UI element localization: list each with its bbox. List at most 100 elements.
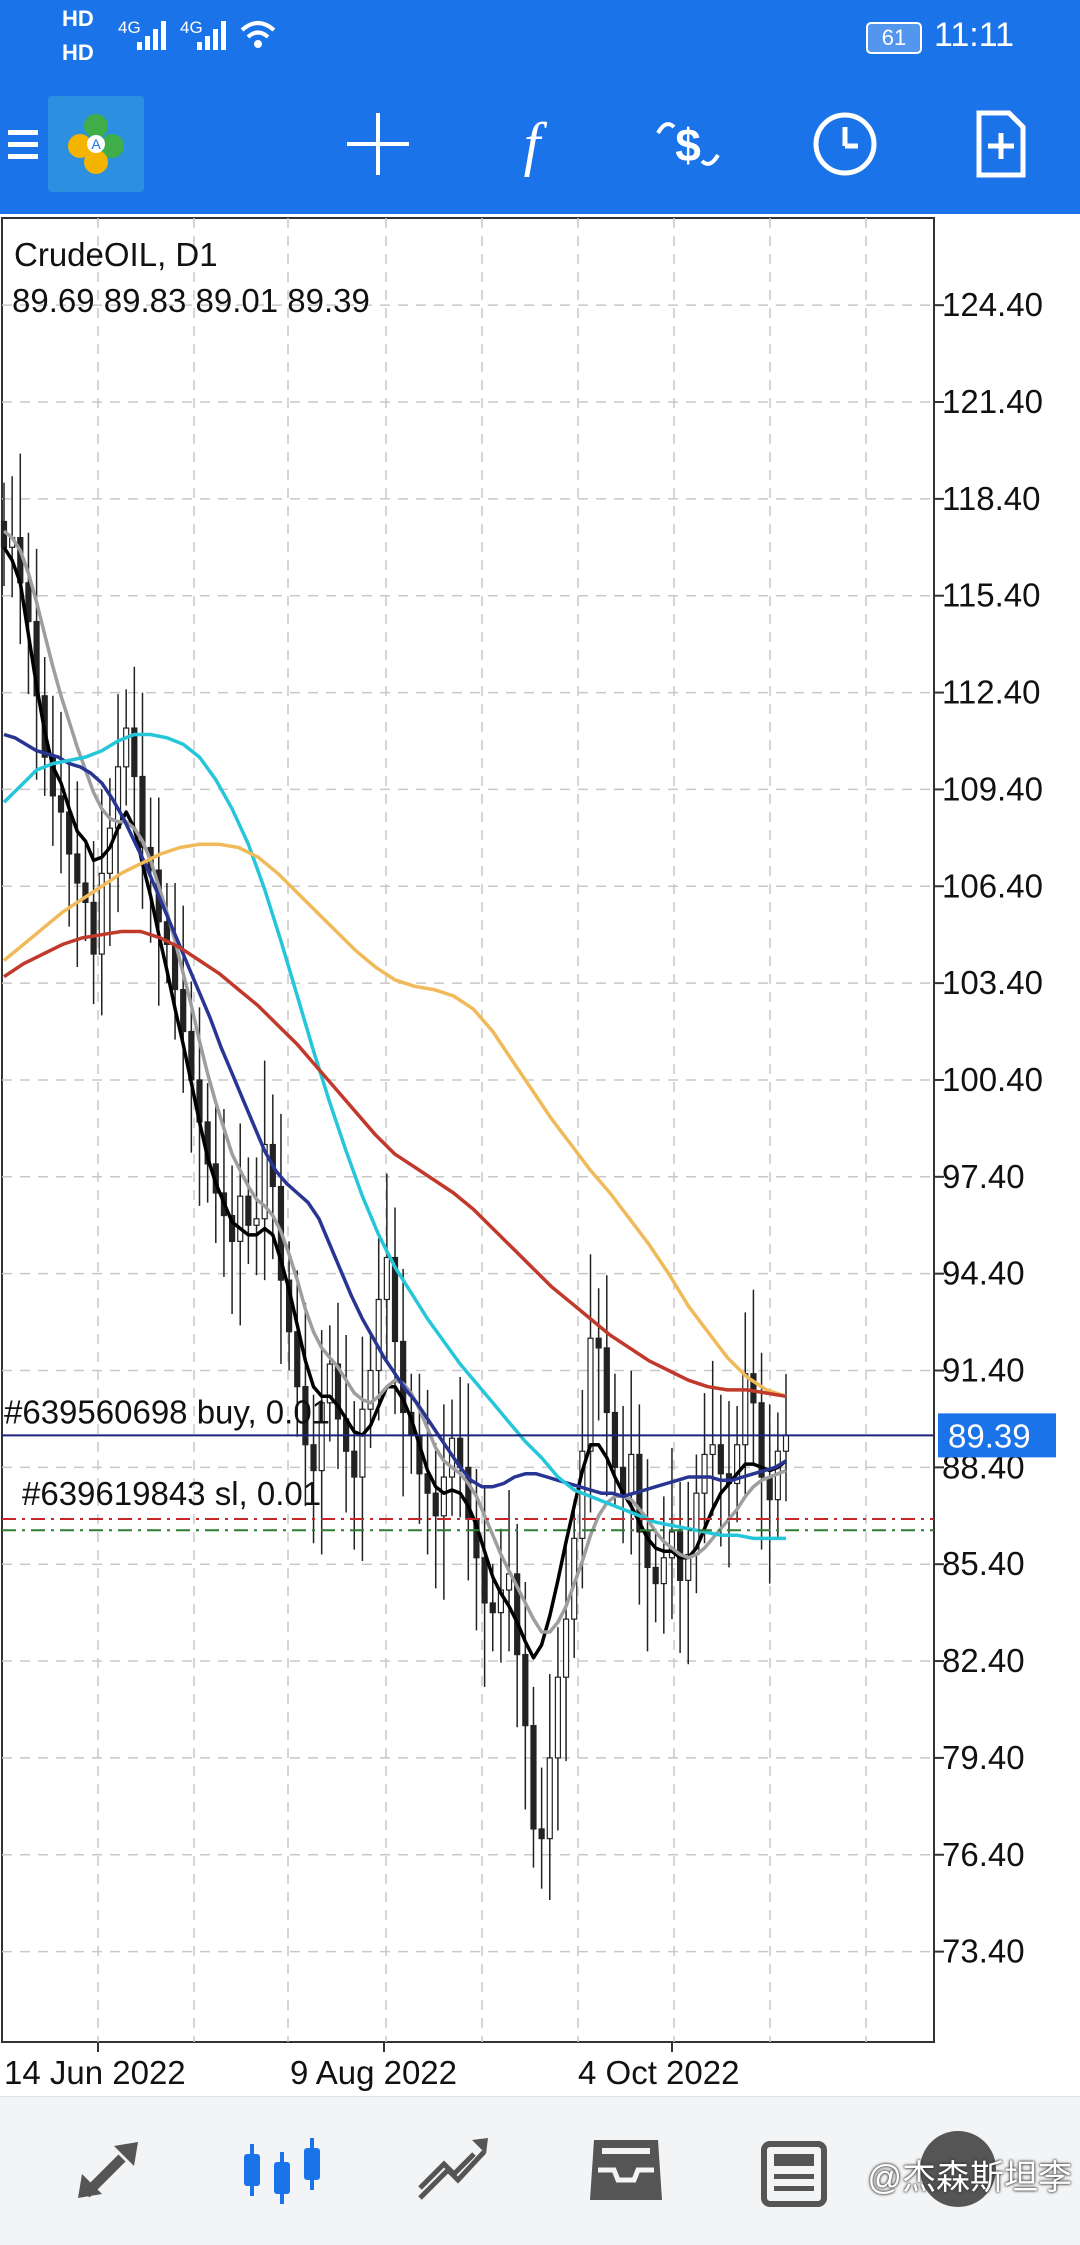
template-button[interactable] [950, 94, 1050, 194]
timeframe-button[interactable] [795, 94, 895, 194]
chart-border [1, 217, 935, 2043]
x-tick-label: 4 Oct 2022 [578, 2054, 739, 2091]
order-label-buy: #639560698 buy, 0.01 [4, 1393, 330, 1430]
ohlc-values: 89.69 89.83 89.01 89.39 [12, 282, 370, 319]
messages-badge[interactable] [920, 2131, 996, 2207]
symbols-button[interactable]: $ [638, 94, 738, 194]
candle-body [628, 1453, 635, 1494]
candle-body [766, 1476, 773, 1501]
candle-body [383, 1256, 390, 1301]
candle-body [782, 1434, 790, 1452]
y-tick-label: 109.40 [942, 770, 1043, 807]
price-chart[interactable]: 124.40 121.40 118.40 115.40 112.40 109.40 106.… [0, 216, 1080, 2096]
nav-history[interactable] [576, 2125, 676, 2215]
candle-body [734, 1444, 741, 1485]
network-label-2: HD [62, 40, 94, 65]
candle-body [139, 775, 146, 849]
candle-body [530, 1725, 537, 1830]
ma-line-4 [2, 732, 786, 1541]
svg-text:A: A [91, 136, 101, 152]
y-tick-label: 112.40 [942, 674, 1040, 711]
wifi-icon [240, 21, 276, 48]
candle-body [163, 921, 171, 945]
function-icon: f [524, 111, 548, 177]
currency-exchange-icon: $ [656, 119, 720, 171]
candle-body [74, 853, 81, 884]
candle-body [701, 1453, 708, 1494]
candle-body [546, 1757, 553, 1840]
metatrader-logo-icon: A [68, 114, 124, 174]
candle-body [310, 1444, 317, 1472]
status-bar: HD HD 4G 4G 61 11:11 [0, 0, 1080, 74]
nav-news[interactable] [748, 2125, 848, 2215]
y-tick-label: 100.40 [942, 1061, 1043, 1098]
y-tick-label: 106.40 [942, 867, 1043, 904]
clock-icon [813, 112, 877, 176]
candle-body [400, 1340, 407, 1414]
candle-body [750, 1373, 757, 1404]
candle-body [742, 1373, 749, 1446]
candle-body [359, 1408, 366, 1478]
signal-label-1: 4G [118, 18, 141, 37]
candle-body [432, 1492, 439, 1517]
candle-body [253, 1218, 260, 1226]
candle-body [367, 1369, 374, 1410]
candle-body [603, 1347, 610, 1414]
add-document-icon [976, 110, 1026, 178]
bottom-navigation [0, 2096, 1080, 2245]
nav-quotes[interactable] [60, 2125, 160, 2215]
candle-body [391, 1256, 399, 1343]
ma-line-5 [2, 842, 787, 1398]
x-tick-label: 14 Jun 2022 [4, 2054, 186, 2091]
newspaper-icon [761, 2141, 827, 2207]
candle-body [123, 727, 130, 768]
signal-icon [137, 21, 166, 50]
y-tick-label: 97.40 [942, 1158, 1025, 1195]
menu-button[interactable] [0, 94, 70, 194]
svg-text:f: f [524, 111, 548, 177]
candle-body [228, 1214, 236, 1242]
ma-line-6 [3, 929, 787, 1399]
y-tick-label: 73.40 [942, 1933, 1025, 1970]
candle-body [318, 1402, 325, 1472]
battery-icon: 61 [866, 22, 922, 54]
candle-body [481, 1557, 488, 1604]
candle-body [562, 1618, 570, 1678]
candle-body [326, 1363, 333, 1404]
candle-body [522, 1654, 529, 1727]
app-logo[interactable]: A [48, 96, 144, 192]
indicators-button[interactable]: f [482, 94, 582, 194]
candle-body [180, 988, 187, 1033]
candle-body [554, 1676, 562, 1759]
y-tick-label: 76.40 [942, 1836, 1025, 1873]
candle-body [302, 1386, 309, 1446]
y-tick-label: 121.40 [942, 383, 1043, 420]
candle-body [245, 1195, 252, 1226]
y-tick-label: 115.40 [942, 577, 1040, 614]
candle-body [587, 1337, 594, 1452]
candle-body [82, 882, 89, 904]
hamburger-icon [8, 130, 38, 159]
candle-body [685, 1553, 692, 1581]
candle-body [660, 1557, 667, 1585]
symbol-label: CrudeOIL, D1 [14, 236, 218, 273]
trend-up-icon [418, 2138, 488, 2200]
y-tick-label: 103.40 [942, 964, 1043, 1001]
nav-trade[interactable] [404, 2125, 504, 2215]
current-price-label: 89.39 [948, 1417, 1031, 1454]
signal-label-2: 4G [180, 18, 203, 37]
nav-chart[interactable] [232, 2125, 332, 2215]
y-tick-label: 79.40 [942, 1739, 1025, 1776]
toolbar: A f $ [0, 74, 1080, 214]
x-tick-label: 9 Aug 2022 [290, 2054, 457, 2091]
candle-body [57, 795, 65, 813]
crosshair-button[interactable] [328, 94, 428, 194]
svg-text:$: $ [675, 119, 701, 171]
arrows-up-down-icon [78, 2142, 138, 2198]
y-tick-label: 85.40 [942, 1545, 1025, 1582]
network-label-1: HD [62, 6, 94, 31]
candle-body [440, 1476, 447, 1517]
y-tick-label: 118.40 [942, 480, 1040, 517]
chart-area[interactable]: 124.40 121.40 118.40 115.40 112.40 109.40 106.… [0, 216, 1080, 2096]
candle-body [261, 1143, 268, 1220]
